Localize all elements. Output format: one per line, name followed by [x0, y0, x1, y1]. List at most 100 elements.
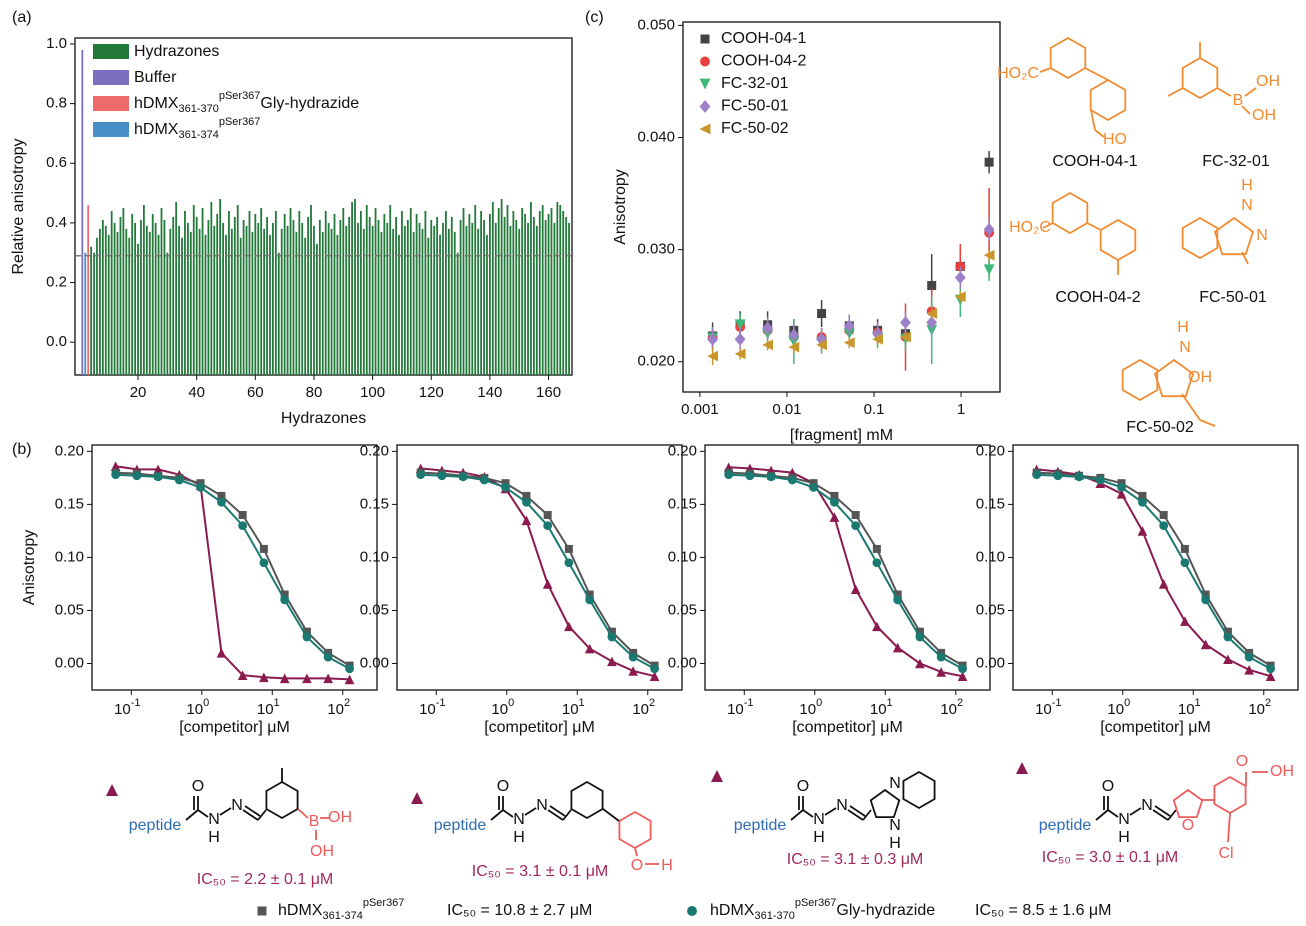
- atom-label: H: [1177, 319, 1189, 336]
- bar: [436, 216, 439, 375]
- atom-label: peptide: [1039, 817, 1092, 834]
- bar: [154, 222, 157, 375]
- atom-label: Cl: [1218, 845, 1233, 862]
- x-tick-label: 101: [870, 697, 893, 718]
- bar: [403, 225, 406, 375]
- data-point: [1158, 579, 1169, 589]
- bar: [286, 225, 289, 375]
- bar: [503, 216, 506, 375]
- bar: [535, 225, 538, 375]
- bar: [556, 202, 559, 375]
- data-point: [1265, 671, 1276, 682]
- data-point: [280, 595, 290, 605]
- legend-label: COOH-04-2: [721, 53, 806, 70]
- data-point: [926, 316, 938, 329]
- bond: [849, 805, 866, 817]
- bond: [802, 809, 814, 818]
- data-point: [259, 558, 269, 568]
- data-point: [174, 475, 184, 485]
- data-point: [983, 264, 995, 276]
- data-point: [522, 497, 531, 507]
- y-tick-label: 0.10: [360, 548, 389, 565]
- atom-label: peptide: [434, 817, 487, 834]
- data-point: [1201, 595, 1211, 605]
- bar: [459, 219, 462, 375]
- bar: [471, 222, 474, 375]
- label-part: 361-370: [178, 103, 218, 115]
- tick-base: 10: [327, 701, 344, 718]
- data-point: [1138, 491, 1147, 500]
- atom-label: OH: [1270, 763, 1294, 780]
- tick-base: 10: [1035, 701, 1052, 718]
- y-tick-label: 1.0: [46, 35, 67, 52]
- legend-label: hDMX361-374pSer367: [278, 897, 404, 922]
- atom-label: OH: [1252, 107, 1276, 124]
- y-tick-label: 0.00: [55, 654, 84, 671]
- bar: [559, 205, 562, 375]
- bar: [251, 231, 254, 375]
- data-point: [1223, 627, 1232, 636]
- data-point: [132, 471, 142, 481]
- ic50-label: IC₅₀ = 3.0 ± 0.1 μM: [1042, 849, 1178, 866]
- bar: [87, 205, 90, 375]
- bar: [430, 219, 433, 375]
- data-point: [345, 664, 354, 674]
- fragment-ring: [1089, 78, 1127, 122]
- compound-marker: [411, 792, 423, 804]
- atom-label: O: [1236, 753, 1248, 770]
- fragment-ring: [1051, 191, 1089, 235]
- bar: [269, 234, 271, 375]
- data-point: [458, 472, 468, 482]
- data-point: [872, 544, 881, 553]
- bar: [140, 219, 142, 375]
- data-point: [1053, 471, 1063, 481]
- data-point: [830, 497, 839, 507]
- bar: [406, 219, 409, 375]
- bar: [274, 210, 277, 375]
- bar: [380, 231, 383, 375]
- data-point: [521, 515, 532, 526]
- fragment-ring: [1181, 56, 1219, 100]
- data-point: [915, 632, 925, 642]
- bond: [634, 847, 638, 857]
- x-tick-label: 10-1: [727, 697, 753, 718]
- bar: [565, 216, 568, 375]
- y-tick-label: 0.050: [637, 16, 675, 33]
- bond: [1129, 807, 1142, 816]
- fit-line: [728, 466, 963, 678]
- atom-label: N: [536, 797, 548, 814]
- fragment-ring: [1213, 216, 1255, 256]
- bar: [491, 202, 494, 375]
- data-point: [153, 472, 163, 482]
- bar: [318, 219, 321, 375]
- bar: [351, 202, 353, 375]
- bar: [462, 207, 465, 375]
- bar: [301, 222, 304, 375]
- y-tick-label: 0.05: [668, 601, 697, 618]
- bar: [442, 222, 444, 375]
- bar: [562, 210, 565, 375]
- bar: [113, 222, 116, 375]
- bar: [445, 210, 447, 375]
- label-part: pSer367: [219, 116, 261, 128]
- x-axis-label: Hydrazones: [281, 410, 366, 427]
- y-tick-label: 0.05: [976, 601, 1005, 618]
- y-tick-label: 0.10: [976, 548, 1005, 565]
- bar: [90, 246, 93, 375]
- y-tick-label: 0.15: [668, 495, 697, 512]
- data-point: [957, 671, 968, 682]
- x-tick-label: 102: [1248, 697, 1271, 718]
- atom-label: HO₂C: [997, 65, 1039, 82]
- x-tick-label: 60: [247, 384, 264, 401]
- fragment-ring: [1099, 218, 1137, 262]
- fit-line: [728, 471, 964, 667]
- legend-ic50: IC₅₀ = 8.5 ± 1.6 μM: [975, 902, 1111, 919]
- data-point: [628, 652, 638, 662]
- x-tick-label: 10-1: [1035, 697, 1061, 718]
- bar: [210, 202, 213, 375]
- atom-label: H: [208, 829, 220, 846]
- bar: [316, 243, 318, 375]
- data-point: [734, 348, 746, 360]
- data-point: [954, 271, 966, 285]
- bar: [541, 205, 544, 375]
